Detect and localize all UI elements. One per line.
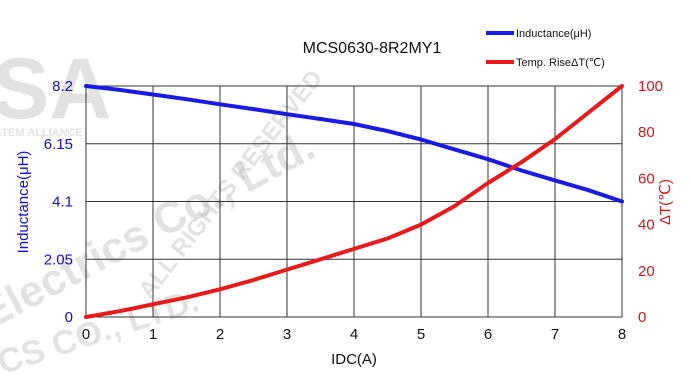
legend: Inductance(μH) Temp. RiseΔT(℃) [486, 28, 605, 69]
grid-layer [86, 86, 622, 317]
legend-label-temp: Temp. RiseΔT(℃) [516, 57, 605, 69]
chart-title: MCS0630-8R2MY1 [303, 40, 442, 57]
y-left-tick-label: 2.05 [44, 251, 73, 268]
y-right-tick-label: 60 [638, 170, 655, 187]
x-tick-label: 1 [149, 326, 157, 343]
x-tick-label: 6 [484, 326, 492, 343]
y-left-tick-label: 4.1 [52, 194, 73, 211]
y-right-tick-label: 80 [638, 124, 655, 141]
series-layer [84, 84, 624, 319]
x-tick-label: 0 [82, 326, 90, 343]
x-tick-label: 8 [618, 326, 626, 343]
watermark-sa: SA [0, 41, 111, 137]
y-right-tick-label: 0 [638, 309, 646, 326]
x-tick-label: 7 [551, 326, 559, 343]
x-axis-label: IDC(A) [331, 351, 377, 368]
watermark-layer: SA STEM ALLIANCE Electrics Co., Ltd. ALL… [0, 41, 328, 378]
y-right-tick-label: 100 [638, 78, 663, 95]
y-right-tick-label: 20 [638, 263, 655, 280]
y-left-tick-label: 0 [65, 309, 73, 326]
y-axis-right-label: ΔT(℃) [657, 179, 674, 225]
y-left-tick-label: 8.2 [52, 78, 73, 95]
y-axis-left-label: Inductance(μH) [15, 151, 32, 254]
x-tick-label: 3 [283, 326, 291, 343]
x-tick-label: 2 [216, 326, 224, 343]
x-tick-label: 5 [417, 326, 425, 343]
y-right-tick-label: 40 [638, 217, 655, 234]
y-left-tick-label: 6.15 [44, 136, 73, 153]
series-line-temp-rise [84, 84, 624, 319]
watermark-alliance: STEM ALLIANCE [0, 127, 83, 139]
legend-label-inductance: Inductance(μH) [516, 28, 591, 40]
series-line-inductance [84, 84, 624, 204]
x-tick-label: 4 [350, 326, 358, 343]
